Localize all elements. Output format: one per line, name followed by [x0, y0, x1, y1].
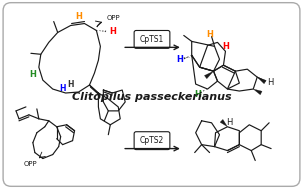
- Text: OPP: OPP: [24, 161, 38, 167]
- Polygon shape: [105, 31, 106, 32]
- Text: H: H: [222, 42, 229, 51]
- Polygon shape: [205, 71, 214, 79]
- Text: H: H: [206, 30, 213, 39]
- Polygon shape: [203, 90, 205, 91]
- Text: H: H: [109, 27, 116, 36]
- Polygon shape: [253, 89, 262, 95]
- Text: OPP: OPP: [106, 15, 120, 21]
- Polygon shape: [187, 57, 189, 58]
- Text: H: H: [67, 80, 74, 89]
- Polygon shape: [184, 57, 185, 59]
- FancyBboxPatch shape: [134, 30, 170, 48]
- Text: H: H: [267, 78, 274, 87]
- Polygon shape: [102, 31, 103, 32]
- Polygon shape: [200, 92, 201, 93]
- Polygon shape: [220, 119, 228, 127]
- FancyBboxPatch shape: [3, 3, 300, 186]
- Polygon shape: [184, 58, 186, 59]
- Polygon shape: [257, 77, 266, 84]
- Polygon shape: [190, 55, 192, 56]
- Text: H: H: [194, 91, 201, 99]
- Text: H: H: [29, 70, 36, 79]
- Text: H: H: [176, 55, 183, 64]
- Text: H: H: [59, 84, 66, 93]
- Polygon shape: [206, 89, 208, 90]
- Text: H: H: [226, 118, 233, 127]
- Polygon shape: [186, 57, 187, 58]
- Text: Clitopilus passeckerianus: Clitopilus passeckerianus: [72, 92, 232, 102]
- Text: CpTS2: CpTS2: [140, 136, 164, 145]
- Text: CpTS1: CpTS1: [140, 35, 164, 44]
- Text: H: H: [75, 12, 82, 21]
- FancyBboxPatch shape: [134, 132, 170, 149]
